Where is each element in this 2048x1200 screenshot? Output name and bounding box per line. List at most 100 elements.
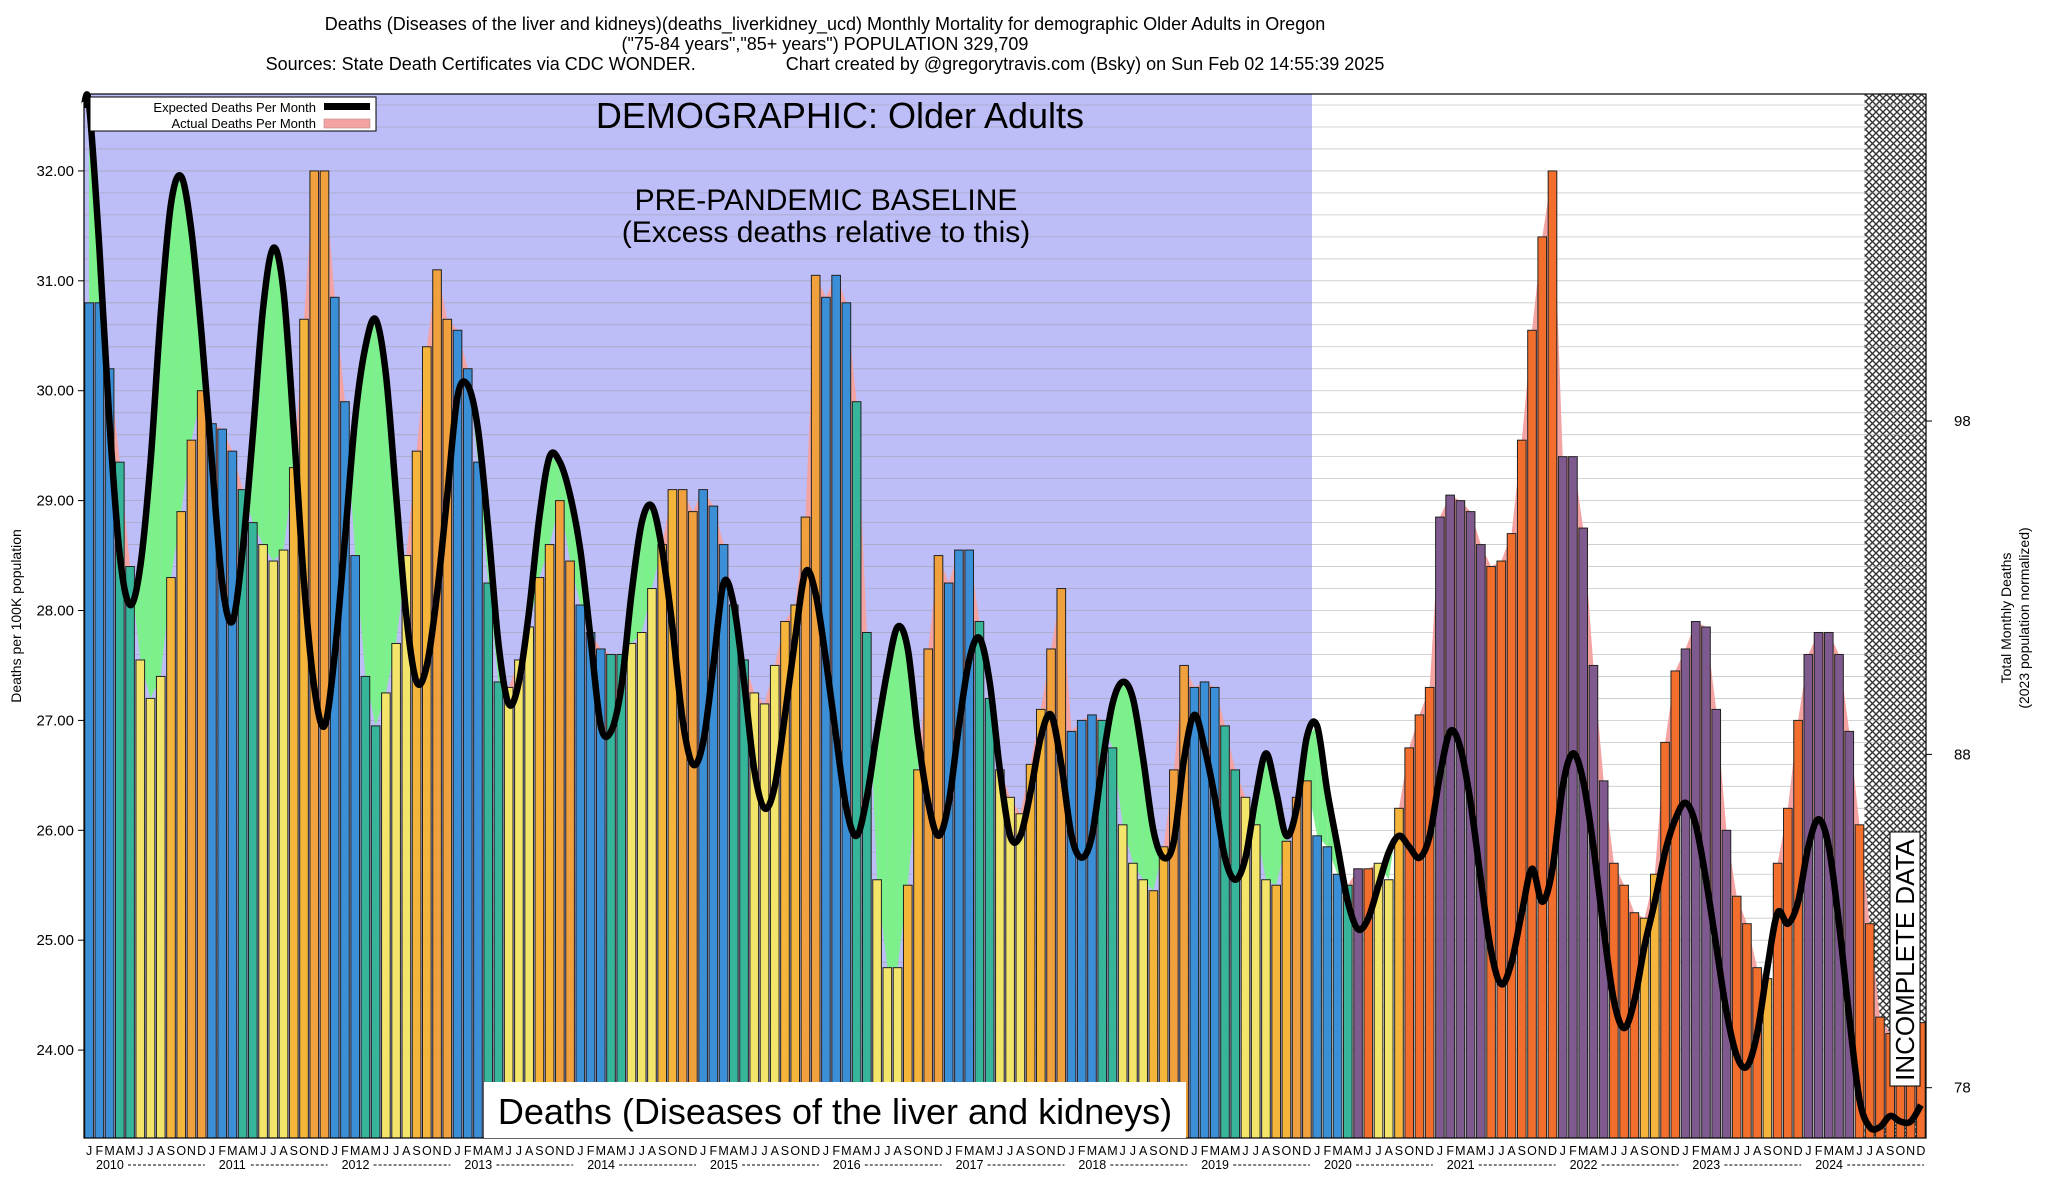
actual-deaths-bar — [1261, 879, 1271, 1139]
x-month-label: J — [761, 1144, 767, 1158]
actual-deaths-bar — [1220, 725, 1230, 1139]
x-month-label: F — [587, 1144, 595, 1158]
actual-deaths-bar — [268, 560, 279, 1139]
x-month-label: J — [1611, 1144, 1617, 1158]
actual-deaths-bar — [1209, 686, 1220, 1139]
actual-deaths-bar — [462, 368, 473, 1139]
x-month-label: O — [1650, 1144, 1660, 1158]
x-month-label: M — [1087, 1144, 1097, 1158]
x-month-label: D — [320, 1144, 329, 1158]
x-month-label: M — [596, 1144, 606, 1158]
x-month-label: N — [924, 1144, 933, 1158]
deficit-area — [651, 506, 662, 589]
actual-deaths-bar — [1527, 329, 1537, 1139]
actual-deaths-bar — [575, 604, 586, 1139]
x-month-label: N — [1292, 1144, 1301, 1158]
x-month-label: J — [628, 1144, 634, 1158]
x-month-label: D — [1425, 1144, 1434, 1158]
x-month-label: O — [1282, 1144, 1292, 1158]
x-year-label: 2014 — [587, 1158, 615, 1172]
actual-deaths-bar — [923, 648, 934, 1139]
actual-deaths-bar — [964, 549, 974, 1139]
actual-deaths-bar — [1353, 868, 1363, 1139]
x-month-label: M — [1332, 1144, 1342, 1158]
x-month-label: A — [1835, 1144, 1844, 1158]
legend-entry-actual: Actual Deaths Per Month — [171, 116, 316, 131]
x-month-label: J — [260, 1144, 266, 1158]
x-month-label: J — [1068, 1144, 1074, 1158]
actual-deaths-bar — [821, 296, 831, 1139]
actual-deaths-bar — [503, 686, 514, 1139]
actual-deaths-bar — [1435, 516, 1445, 1139]
x-month-label: J — [1488, 1144, 1494, 1158]
actual-deaths-bar — [657, 544, 667, 1139]
x-month-label: J — [506, 1144, 512, 1158]
actual-deaths-bar — [1660, 741, 1670, 1139]
actual-deaths-bar — [94, 302, 105, 1139]
x-month-label: D — [811, 1144, 820, 1158]
x-month-label: S — [1763, 1144, 1771, 1158]
actual-deaths-bar — [176, 511, 187, 1139]
actual-deaths-bar — [585, 631, 596, 1139]
actual-deaths-bar — [933, 555, 944, 1139]
y2-axis-tick-label: 88 — [1954, 746, 1971, 763]
actual-deaths-bar — [1383, 879, 1394, 1139]
x-month-label: J — [147, 1144, 153, 1158]
x-month-label: N — [1169, 1144, 1178, 1158]
x-month-label: J — [577, 1144, 583, 1158]
x-month-label: A — [116, 1144, 125, 1158]
actual-deaths-bar — [155, 675, 166, 1139]
x-month-label: J — [209, 1144, 215, 1158]
x-month-label: A — [1876, 1144, 1885, 1158]
y2-axis-tick-label: 98 — [1954, 413, 1971, 430]
actual-deaths-bar — [1680, 648, 1691, 1139]
x-month-label: F — [96, 1144, 104, 1158]
x-month-label: S — [535, 1144, 543, 1158]
x-year-label: 2015 — [710, 1158, 738, 1172]
x-month-label: J — [1805, 1144, 1811, 1158]
x-month-label: N — [310, 1144, 319, 1158]
x-month-label: A — [157, 1144, 166, 1158]
actual-deaths-bar — [943, 582, 954, 1139]
x-month-label: A — [402, 1144, 411, 1158]
actual-deaths-bar — [381, 692, 391, 1139]
x-month-label: M — [984, 1144, 994, 1158]
deficit-area — [907, 648, 919, 886]
actual-deaths-bar — [1742, 923, 1752, 1139]
actual-deaths-bar — [145, 697, 156, 1139]
actual-deaths-bar — [1486, 566, 1496, 1139]
x-month-label: D — [1057, 1144, 1066, 1158]
actual-deaths-bar — [1271, 884, 1282, 1139]
x-month-label: F — [710, 1144, 718, 1158]
x-month-label: M — [350, 1144, 360, 1158]
actual-deaths-bar — [1813, 631, 1824, 1139]
actual-deaths-bar — [759, 703, 770, 1139]
deficit-area — [1255, 753, 1266, 880]
x-month-label: A — [1016, 1144, 1025, 1158]
actual-deaths-bar — [1066, 730, 1077, 1139]
x-month-label: J — [751, 1144, 757, 1158]
x-month-label: A — [1630, 1144, 1639, 1158]
actual-deaths-bar — [1312, 835, 1322, 1139]
x-month-label: O — [1036, 1144, 1046, 1158]
x-month-label: N — [1047, 1144, 1056, 1158]
y2-axis-label: Total Monthly Deaths — [1998, 553, 2014, 684]
x-year-label: 2018 — [1078, 1158, 1106, 1172]
actual-deaths-bar — [1844, 730, 1855, 1139]
actual-deaths-bar — [1036, 708, 1046, 1139]
actual-deaths-bar — [616, 653, 627, 1139]
x-month-label: A — [975, 1144, 984, 1158]
actual-deaths-bar — [1281, 840, 1292, 1139]
deficit-area — [1122, 681, 1133, 864]
actual-deaths-bar — [125, 566, 135, 1139]
x-month-label: O — [1404, 1144, 1414, 1158]
actual-deaths-bar — [514, 659, 524, 1139]
actual-deaths-bar — [1414, 714, 1425, 1139]
x-month-label: J — [884, 1144, 890, 1158]
x-month-label: F — [1324, 1144, 1332, 1158]
x-month-label: N — [1538, 1144, 1547, 1158]
actual-deaths-bar — [841, 302, 852, 1139]
y2-axis-sublabel: (2023 population normalized) — [2016, 527, 2032, 708]
x-month-label: J — [1130, 1144, 1136, 1158]
